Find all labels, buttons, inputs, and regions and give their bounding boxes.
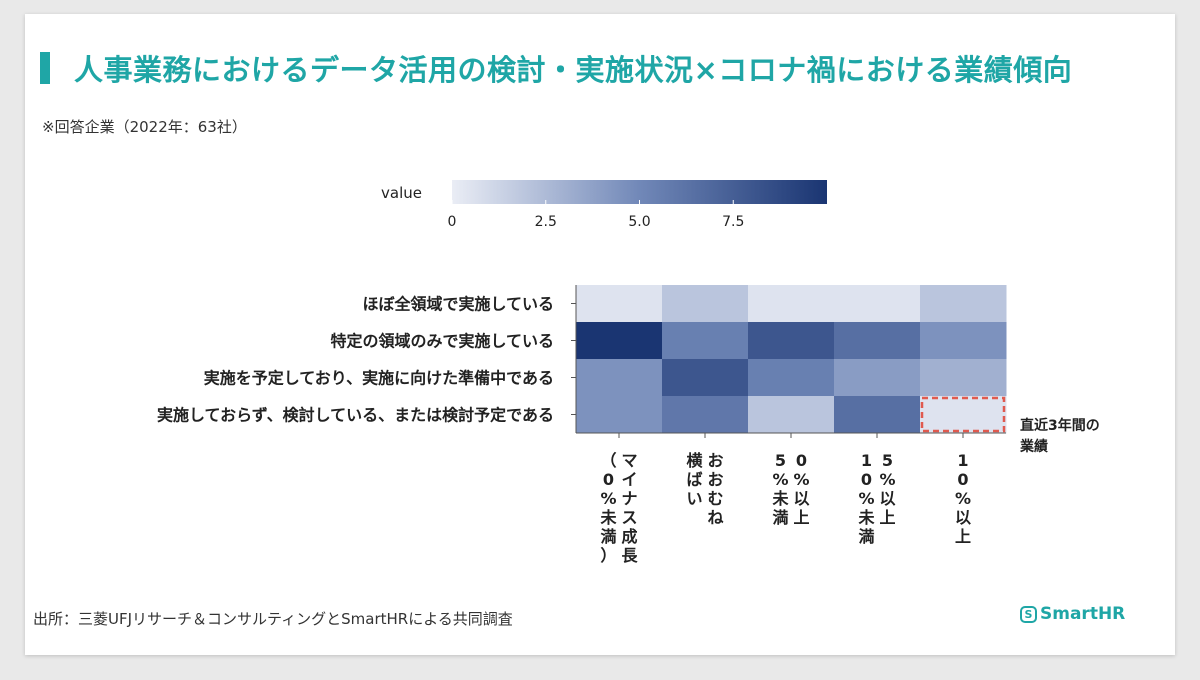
- title-accent-bar: [40, 52, 50, 84]
- column-label: 1 0 %以上: [955, 451, 971, 546]
- row-label: 特定の領域のみで実施している: [330, 332, 554, 351]
- title-row: 人事業務におけるデータ活用の検討・実施状況×コロナ禍における業績傾向: [40, 48, 1072, 88]
- subtitle: ※回答企業（2022年：63社）: [42, 118, 247, 136]
- heatmap-cell: [920, 322, 1007, 360]
- colorbar-tick-label: 0: [448, 214, 457, 230]
- row-label: ほぼ全領域で実施している: [362, 295, 554, 314]
- heatmap-cell: [748, 322, 835, 360]
- heatmap-cell: [662, 285, 749, 323]
- column-label: 横ばい: [686, 451, 703, 508]
- heatmap-cell: [662, 322, 749, 360]
- column-label: 0 %以上: [793, 451, 809, 527]
- row-labels: ほぼ全領域で実施している特定の領域のみで実施している実施を予定しており、実施に向…: [157, 295, 576, 425]
- column-label: マイナス成長: [621, 451, 638, 565]
- heatmap-cell: [834, 285, 921, 323]
- heatmap-cell: [748, 285, 835, 323]
- row-label: 実施を予定しており、実施に向けた準備中である: [204, 369, 554, 388]
- column-label: （0 %未満）: [599, 451, 616, 565]
- highlight-label: 業績: [1019, 438, 1048, 455]
- column-label: 5 %未満: [771, 451, 788, 527]
- heatmap-cell: [834, 396, 921, 434]
- column-label: 1 0 %未満: [857, 451, 874, 546]
- heatmap-cell: [834, 359, 921, 397]
- column-label: おおむね: [707, 451, 723, 527]
- colorbar-tick-label: 7.5: [722, 214, 744, 230]
- heatmap-cell: [834, 322, 921, 360]
- source-note: 出所：三菱UFJリサーチ＆コンサルティングとSmartHRによる共同調査: [33, 610, 513, 628]
- highlight-label: 直近3年間の: [1020, 417, 1100, 434]
- brand-logo: S SmartHR: [1020, 604, 1125, 624]
- heatmap-cells: [575, 285, 1007, 434]
- heatmap-cell: [748, 396, 835, 434]
- heatmap-cell: [748, 359, 835, 397]
- row-label: 実施しておらず、検討している、または検討予定である: [157, 406, 554, 425]
- page-title: 人事業務におけるデータ活用の検討・実施状況×コロナ禍における業績傾向: [74, 53, 1073, 87]
- heatmap-cell: [662, 359, 749, 397]
- heatmap-cell: [920, 396, 1007, 434]
- heatmap-cell: [576, 396, 663, 434]
- heatmap-cell: [576, 359, 663, 397]
- brand-name: SmartHR: [1040, 604, 1126, 624]
- colorbar-title: value: [381, 184, 422, 202]
- colorbar-tick-label: 2.5: [535, 214, 557, 230]
- column-label: 5 %以上: [879, 451, 895, 527]
- smarthr-logo-icon: S: [1020, 605, 1037, 623]
- heatmap-cell: [576, 285, 663, 323]
- highlight-box: [920, 396, 1006, 433]
- heatmap-cell: [920, 359, 1007, 397]
- colorbar-ticks: 0 2.5 5.0 7.5: [448, 200, 744, 230]
- heatmap-cell: [920, 285, 1007, 323]
- heatmap-cell: [662, 396, 749, 434]
- heatmap-cell: [576, 322, 663, 360]
- colorbar-tick-label: 5.0: [628, 214, 650, 230]
